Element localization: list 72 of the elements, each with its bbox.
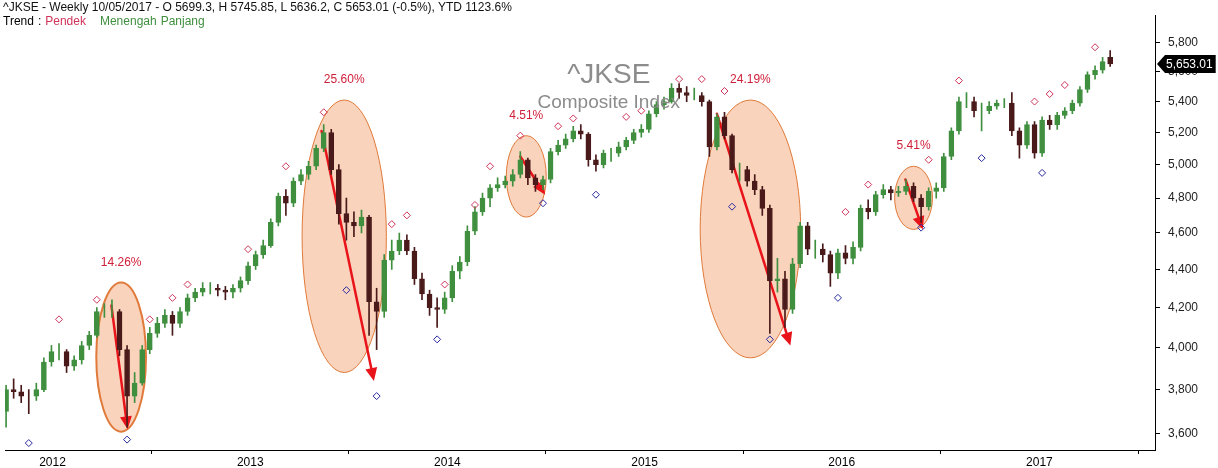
candlestick: [434, 297, 440, 328]
candlestick: [638, 124, 645, 138]
candlestick: [683, 86, 690, 102]
y-tick-label: 5,400: [1168, 93, 1199, 108]
x-tick-label: 2012: [39, 454, 67, 468]
y-tick-label: 4,800: [1168, 190, 1199, 205]
point: [697, 75, 706, 84]
point: [55, 315, 64, 324]
x-tick-label: 2014: [434, 454, 462, 468]
annotation: 25.60%: [323, 72, 365, 87]
point: [924, 155, 933, 164]
y-tick-label: 4,400: [1168, 261, 1199, 276]
point: [622, 112, 631, 121]
candlestick: [214, 284, 221, 297]
y-tick-label: 5,000: [1168, 156, 1199, 171]
y-tick-label: 4,600: [1168, 225, 1199, 240]
point: [841, 207, 850, 216]
point: [591, 190, 600, 199]
point: [1038, 168, 1047, 177]
point: [440, 280, 449, 289]
point: [433, 335, 442, 344]
point: [281, 162, 290, 171]
point: [123, 435, 132, 444]
chart-subtitle: Trend : Pendek Menengah Panjang: [3, 14, 205, 28]
point: [486, 162, 495, 171]
point: [92, 295, 101, 304]
annotation: ^JKSE: [567, 57, 651, 89]
point: [319, 108, 328, 117]
y-tick-label: 5,800: [1168, 35, 1199, 50]
point: [569, 114, 578, 123]
candlestick: [351, 211, 357, 237]
y-tick-label: 4,200: [1168, 299, 1199, 314]
point: [977, 154, 986, 163]
point: [145, 315, 154, 324]
point: [1045, 90, 1054, 99]
point: [402, 211, 411, 220]
y-tick-label: 3,600: [1168, 426, 1199, 441]
text: 5,653.01: [1166, 57, 1214, 72]
y-tick-label: 4,000: [1168, 339, 1199, 354]
point: [675, 75, 684, 84]
point: [1030, 97, 1039, 106]
point: [244, 245, 253, 254]
point: [516, 131, 525, 140]
x-tick-label: 2015: [631, 454, 659, 468]
point: [954, 76, 963, 85]
x-tick-label: 2013: [236, 454, 264, 468]
y-tick-label: 5,200: [1168, 124, 1199, 139]
point: [554, 122, 563, 131]
chart-title: ^JKSE - Weekly 10/05/2017 - O 5699.3, H 5745.85, L 5636.2, C 5653.01 (-0.5%), YTD 1123.6%: [3, 0, 512, 14]
candlestick: [865, 199, 872, 220]
point: [1060, 81, 1069, 90]
annotation: 5.41%: [896, 138, 931, 153]
point: [765, 335, 774, 344]
annotation: 14.26%: [100, 254, 142, 269]
point: [1091, 43, 1100, 52]
point: [917, 223, 926, 232]
annotation: 24.19%: [730, 72, 772, 87]
annotation: 4.51%: [509, 107, 544, 122]
x-tick-label: 2017: [1026, 454, 1054, 468]
x-tick-label: 2016: [828, 454, 856, 468]
point: [183, 280, 192, 289]
point: [372, 392, 381, 401]
point: [168, 293, 177, 302]
point: [387, 220, 396, 229]
point: [539, 199, 547, 208]
point: [864, 180, 873, 189]
point: [342, 286, 351, 295]
point: [24, 439, 33, 448]
y-tick-label: 3,800: [1168, 381, 1199, 396]
point: [728, 202, 737, 211]
point: [833, 293, 842, 302]
point: [470, 200, 479, 209]
